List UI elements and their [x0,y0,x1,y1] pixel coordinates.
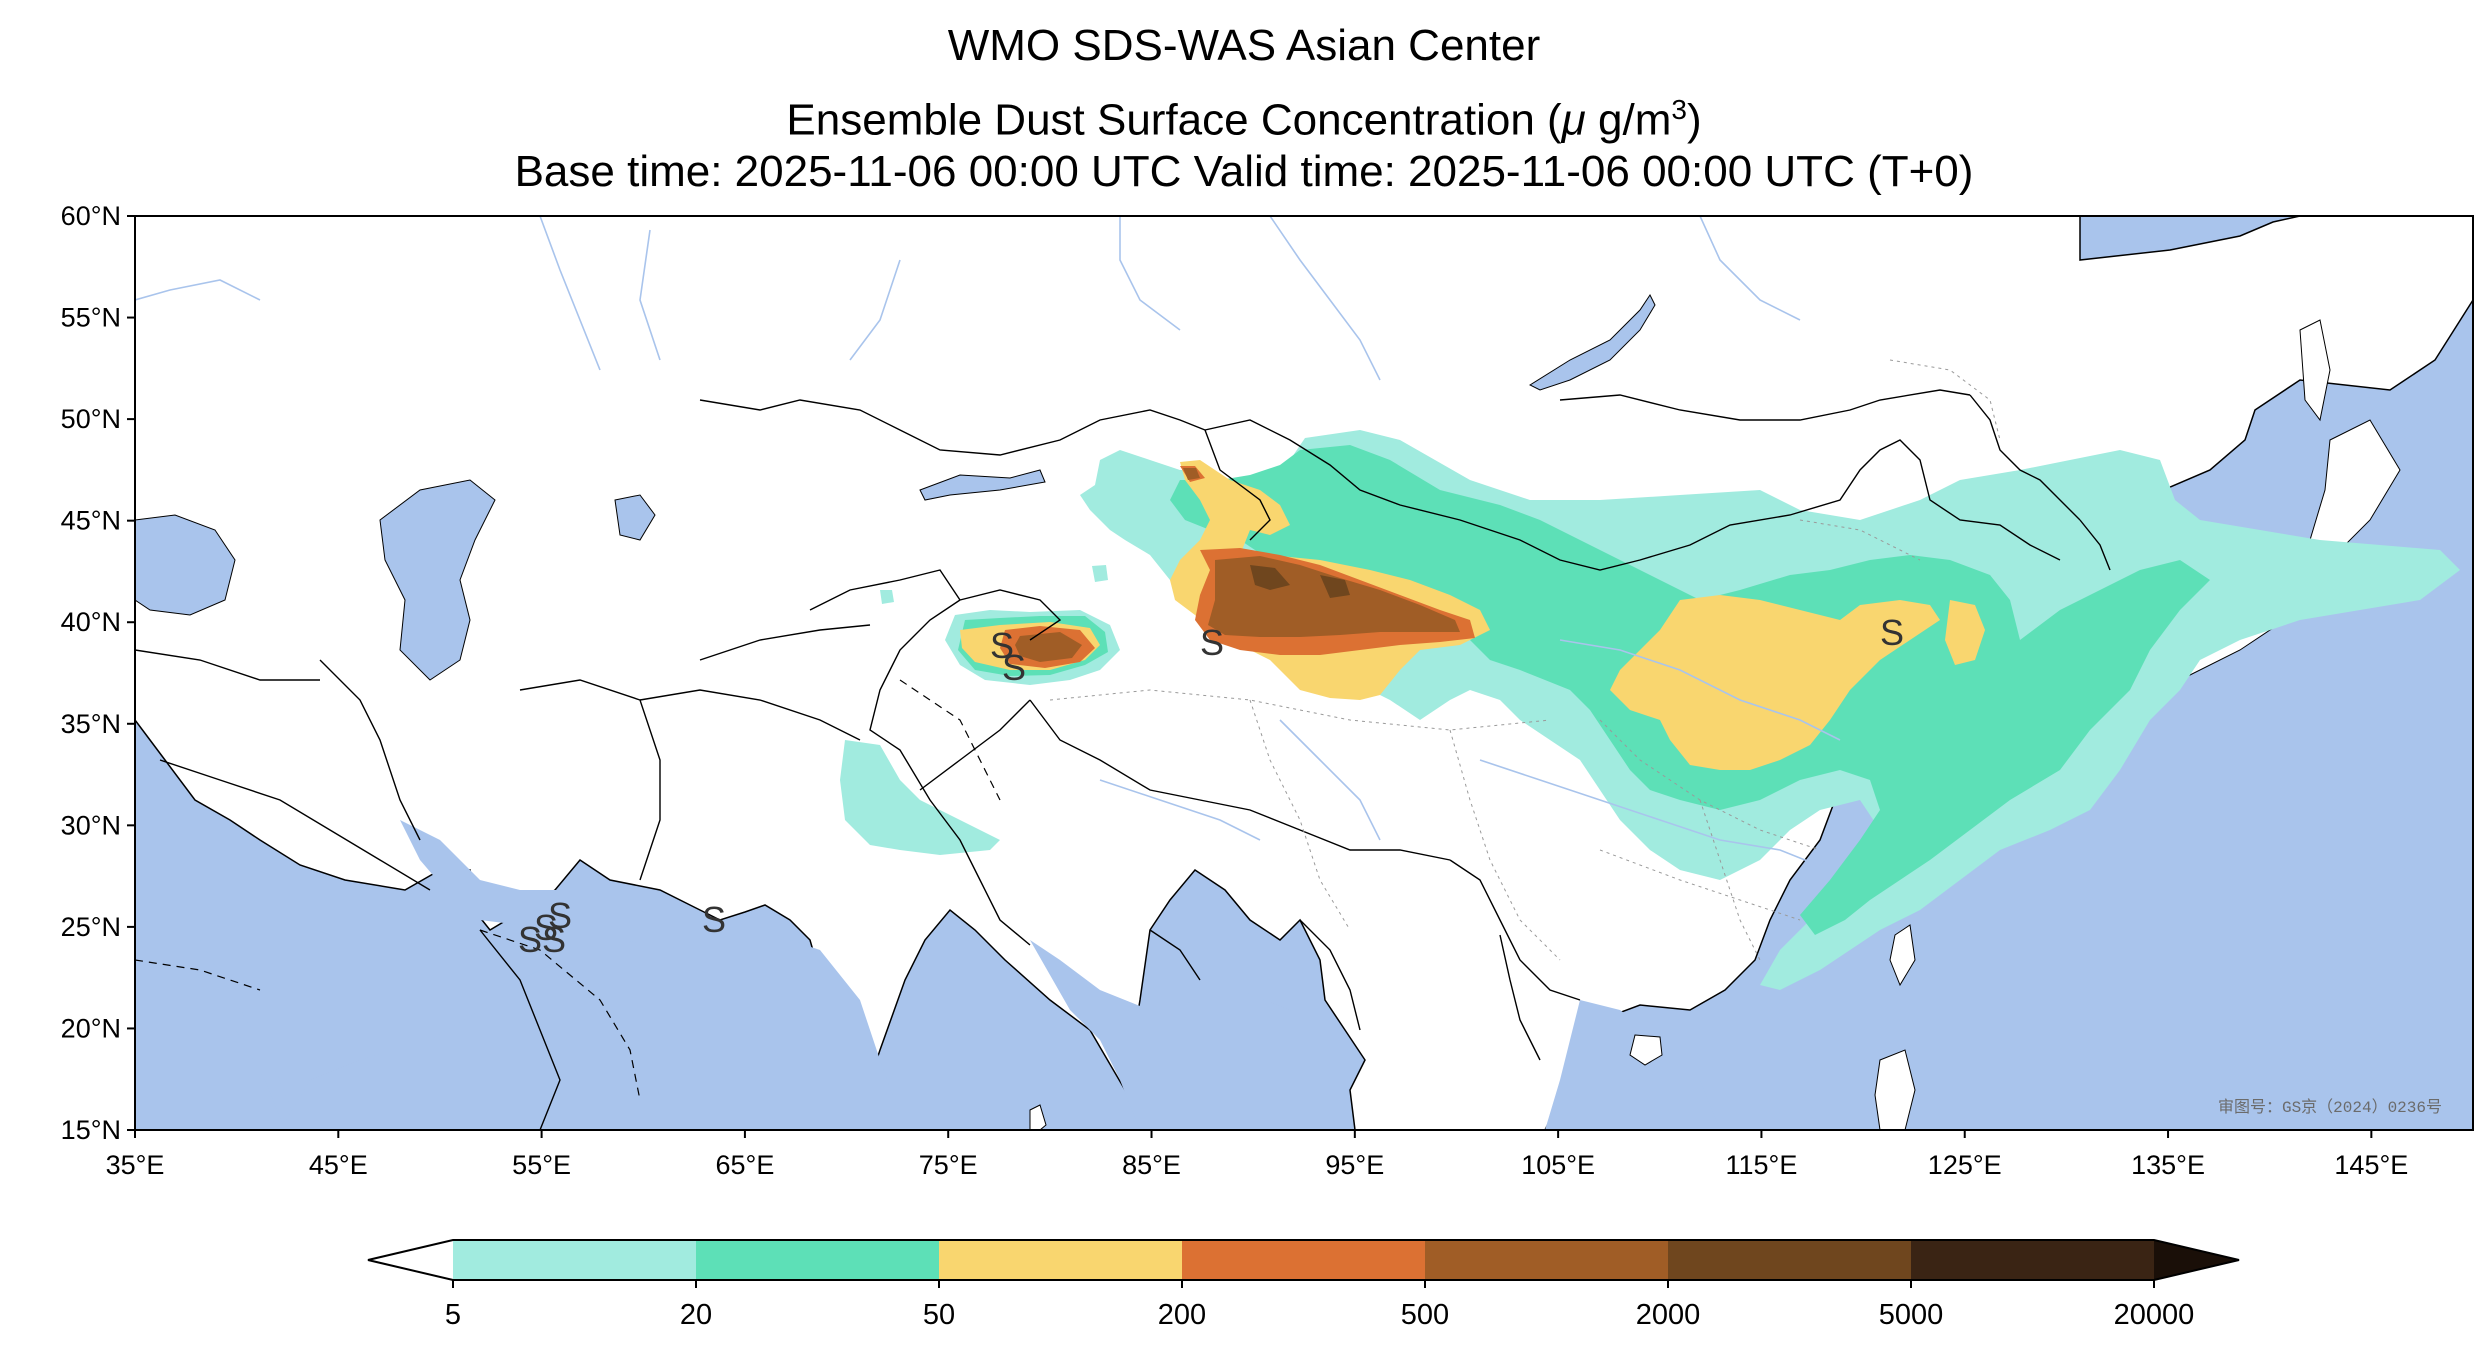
black-sea [135,514,236,616]
lon-tick-label: 45°E [309,1150,368,1180]
lake-balkhash [919,469,1046,501]
colorbar-label: 20 [680,1299,712,1331]
lat-tick-label: 55°N [61,303,121,333]
taiwan [1889,924,1916,987]
colorbar-segment [1182,1240,1426,1280]
lat-tick-label: 25°N [61,912,121,942]
lat-tick-label: 35°N [61,709,121,739]
lon-tick-label: 35°E [106,1150,165,1180]
colorbar-label: 5 [445,1299,461,1331]
sri-lanka [1029,1104,1047,1130]
map-watermark: 审图号：GS京（2024）0236号 [2218,1098,2442,1117]
colorbar-under-extend [368,1240,453,1280]
disputed-borders [135,679,1001,1101]
colorbar-label: 500 [1401,1299,1449,1331]
lat-tick-label: 50°N [61,404,121,434]
lon-tick-label: 55°E [512,1150,571,1180]
lat-tick-label: 40°N [61,607,121,637]
lake-baikal [1528,294,1656,391]
dust-layer-2000-5000 [1250,565,1350,598]
lat-tick-label: 30°N [61,810,121,840]
map-subtitle-variable: Ensemble Dust Surface Concentration (μ g… [0,84,2488,147]
map-canvas: S S S S S S S S S 审图号：GS京（2024）0236号 [135,216,2473,1130]
caspian-sea [379,479,496,681]
rivers [135,216,1841,871]
persian-gulf [400,820,580,930]
marker-s-4: S [518,919,542,960]
lon-tick-label: 95°E [1325,1150,1384,1180]
red-sea [135,840,300,1130]
colorbar-segment [453,1240,697,1280]
province-borders [1049,359,2001,961]
south-china-sea [1545,1000,1720,1130]
marker-s-2: S [1002,647,1026,688]
marker-s-1: S [990,625,1014,666]
luzon [1874,1049,1916,1130]
hainan-island [1629,1034,1663,1066]
lon-tick-label: 115°E [1726,1150,1798,1180]
colorbar-segment [1425,1240,1669,1280]
colorbar-label: 50 [923,1299,955,1331]
aral-sea [614,494,656,541]
subtitle-exponent: 3 [1671,94,1687,125]
lat-tick-label: 60°N [61,201,121,231]
colorbar-segment [696,1240,940,1280]
lon-tick-label: 135°E [2131,1150,2205,1180]
lat-tick-label: 45°N [61,506,121,536]
lon-tick-label: 125°E [1928,1150,2002,1180]
map-frame [134,215,2474,1131]
arabian-sea [280,930,905,1130]
country-borders [135,389,2111,1130]
lon-tick-label: 85°E [1122,1150,1181,1180]
sakhalin [2299,319,2331,422]
marker-s-7: S [542,919,566,960]
lon-tick-label: 75°E [919,1150,978,1180]
subtitle-suffix: ) [1686,95,1702,145]
subtitle-mu: μ [1561,95,1586,145]
marker-s-5: S [534,907,558,948]
colorbar-segment [1668,1240,1912,1280]
lon-tick-label: 105°E [1521,1150,1595,1180]
map-title: WMO SDS-WAS Asian Center [947,21,1541,70]
lat-tick-label: 15°N [61,1115,121,1145]
colorbar-segment [1911,1240,2155,1280]
lat-tick-label: 20°N [61,1013,121,1043]
marker-s-6: S [548,895,572,936]
lon-tick-label: 65°E [715,1150,774,1180]
longitude-axis: 35°E 45°E 55°E 65°E 75°E 85°E 95°E 105°E 115°E 12… [106,1130,2408,1180]
bay-of-bengal [1030,940,1340,1130]
subtitle-unit: g/m [1585,95,1672,145]
colorbar: 5 20 50 200 500 2000 5000 20000 [367,1239,2240,1331]
lon-tick-label: 145°E [2334,1150,2408,1180]
colorbar-label: 2000 [1636,1299,1701,1331]
colorbar-label: 20000 [2114,1299,2195,1331]
subtitle-prefix: Ensemble Dust Surface Concentration ( [786,95,1562,145]
surface-markers: S S S S S S S S S [518,612,1904,960]
colorbar-label: 5000 [1879,1299,1944,1331]
colorbar-label: 200 [1158,1299,1206,1331]
map-subtitle-time: Base time: 2025-11-06 00:00 UTC Valid ti… [514,147,1974,196]
latitude-axis: 60°N 55°N 50°N 45°N 40°N 35°N 30°N 25°N 20°N 15°N [61,201,135,1145]
colorbar-over-extend [2154,1240,2239,1280]
marker-s-8: S [702,899,726,940]
colorbar-segment [939,1240,1183,1280]
marker-s-3: S [1200,622,1224,663]
marker-s-9: S [1880,612,1904,653]
